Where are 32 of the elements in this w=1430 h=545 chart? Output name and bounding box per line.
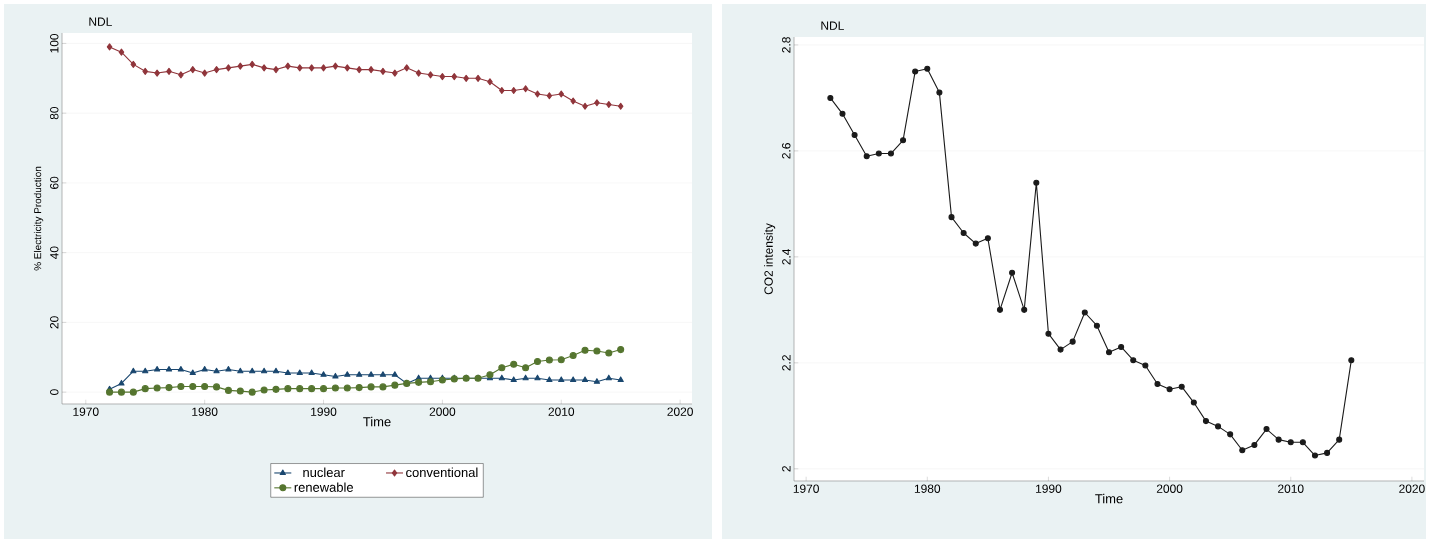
y-axis-title: CO2 intensity <box>764 223 776 295</box>
y-tick-label: 2 <box>782 466 791 472</box>
y-tick-label: 60 <box>50 176 59 189</box>
y-axis-title: % Electricity Production <box>33 166 44 271</box>
x-tick-label: 1980 <box>192 407 218 416</box>
chart-title: NDL <box>89 17 112 26</box>
x-tick-label: 2020 <box>1399 484 1425 493</box>
x-tick-label: 1970 <box>793 484 819 493</box>
x-tick-label: 1970 <box>73 407 99 416</box>
x-tick-label: 1990 <box>311 407 337 416</box>
x-tick-label: 2010 <box>1278 484 1304 493</box>
y-tick-label: 100 <box>50 33 59 53</box>
y-tick-label: 80 <box>50 107 59 120</box>
y-tick-label: 2.6 <box>782 143 791 159</box>
chart-title: NDL <box>821 21 844 30</box>
x-axis-title: Time <box>1095 493 1123 504</box>
x-tick-label: 1990 <box>1036 484 1062 493</box>
x-tick-label: 2000 <box>1156 484 1183 493</box>
legend-label: renewable <box>294 482 353 492</box>
x-tick-label: 2010 <box>548 407 575 416</box>
y-tick-label: 2.2 <box>782 355 791 371</box>
legend-label: nuclear <box>303 467 345 478</box>
legend-label: conventional <box>406 467 478 478</box>
y-tick-label: 0 <box>50 389 59 395</box>
y-tick-label: 2.8 <box>782 37 791 53</box>
x-tick-label: 2020 <box>667 407 693 416</box>
y-tick-label: 2.4 <box>782 248 791 265</box>
x-tick-label: 2000 <box>429 407 456 416</box>
x-tick-label: 1980 <box>914 484 941 493</box>
y-tick-label: 40 <box>50 246 59 260</box>
y-tick-label: 20 <box>50 316 59 329</box>
x-axis-title: Time <box>363 416 391 427</box>
